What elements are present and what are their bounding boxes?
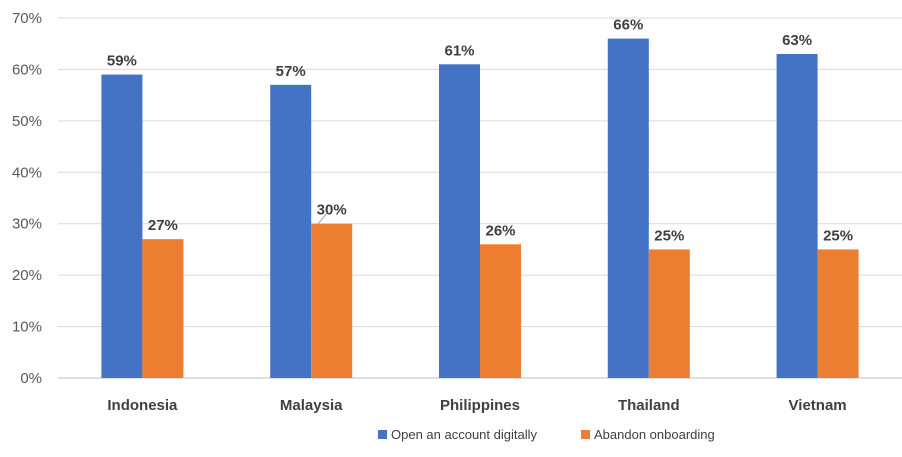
y-tick-label: 0% <box>20 370 42 387</box>
bar-open-account <box>439 64 480 379</box>
bar-open-account <box>607 38 649 378</box>
bar-abandon-onboarding <box>142 239 184 378</box>
y-tick-label: 10% <box>12 319 42 336</box>
data-label: 26% <box>485 222 515 239</box>
data-label: 27% <box>148 217 178 234</box>
y-tick-label: 20% <box>12 267 42 284</box>
data-label: 59% <box>107 53 137 70</box>
x-category-label: Vietnam <box>789 397 847 414</box>
x-category-label: Thailand <box>618 397 680 414</box>
bar-open-account <box>776 54 818 378</box>
y-tick-label: 40% <box>12 164 42 181</box>
bar-abandon-onboarding <box>311 223 353 378</box>
bar-abandon-onboarding <box>480 244 521 378</box>
bar-abandon-onboarding <box>817 249 859 378</box>
data-label: 63% <box>782 32 812 49</box>
legend-swatch <box>378 430 387 439</box>
legend: Open an account digitally Abandon onboard… <box>378 427 715 442</box>
label-leader-line <box>317 212 328 225</box>
y-tick-label: 50% <box>12 113 42 130</box>
data-label: 25% <box>654 227 684 244</box>
y-tick-label: 70% <box>12 10 42 27</box>
x-category-label: Malaysia <box>280 397 343 414</box>
legend-label: Abandon onboarding <box>594 427 715 442</box>
data-label: 30% <box>317 202 347 219</box>
x-category-label: Indonesia <box>107 397 178 414</box>
bars <box>101 38 859 379</box>
data-label: 66% <box>613 17 643 34</box>
bar-abandon-onboarding <box>648 249 690 378</box>
data-label: 25% <box>823 227 853 244</box>
bar-open-account <box>270 84 312 378</box>
legend-label: Open an account digitally <box>391 427 537 442</box>
data-label: 61% <box>444 42 474 59</box>
data-labels: 59% 27% 57% 30% 61% 26% 66% 25% 63% 25% <box>107 17 853 245</box>
legend-swatch <box>581 430 590 439</box>
x-category-label: Philippines <box>440 397 520 414</box>
y-tick-label: 60% <box>12 61 42 78</box>
data-label: 57% <box>276 63 306 80</box>
bar-open-account <box>101 74 143 379</box>
y-tick-label: 30% <box>12 216 42 233</box>
y-axis-ticks: 0% 10% 20% 30% 40% 50% 60% 70% <box>12 10 42 387</box>
x-axis-categories: Indonesia Malaysia Philippines Thailand Viet… <box>107 397 846 414</box>
